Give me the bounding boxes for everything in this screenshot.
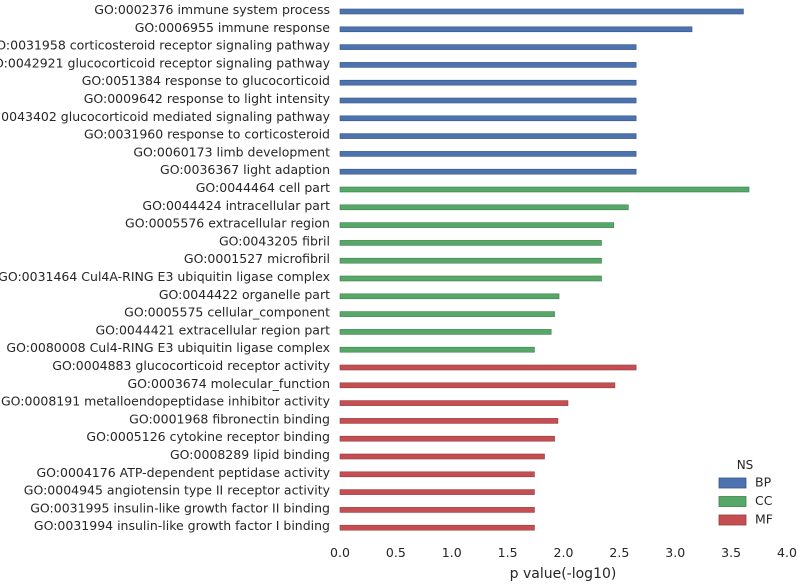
category-label: GO:0004176 ATP-dependent peptidase activ…: [36, 465, 330, 480]
category-label: GO:0008191 metalloendopeptidase inhibito…: [1, 394, 331, 409]
legend-label: CC: [755, 493, 773, 508]
category-label: GO:0031960 response to corticosteroid: [84, 127, 330, 142]
x-tick-label: 2.5: [609, 545, 629, 560]
legend-title: NS: [737, 458, 754, 472]
bar: [339, 346, 535, 353]
bar: [339, 204, 629, 211]
bar: [339, 471, 535, 478]
bar: [339, 400, 569, 406]
x-axis-label: p value(-log10): [510, 566, 617, 582]
bars-layer: [339, 8, 750, 531]
bar: [339, 435, 555, 442]
category-label: GO:0008289 lipid binding: [170, 447, 330, 462]
bar: [339, 44, 637, 50]
category-label: GO:0043205 fibril: [219, 233, 330, 248]
bar: [339, 97, 637, 104]
category-label: GO:0005575 cellular_component: [124, 305, 330, 320]
bar: [339, 240, 602, 246]
bar: [339, 382, 616, 389]
category-label: GO:0080008 Cul4-RING E3 ubiquitin ligase…: [6, 340, 330, 355]
category-label: GO:0036367 light adaption: [160, 162, 330, 177]
x-tick-label: 2.0: [554, 545, 574, 560]
category-label: GO:0003674 molecular_function: [127, 376, 330, 391]
bar: [339, 418, 559, 424]
bar: [339, 168, 637, 175]
bar: [339, 133, 637, 139]
category-label: GO:0004945 angiotensin type II receptor …: [24, 483, 331, 498]
category-label: GO:0031958 corticosteroid receptor signa…: [0, 38, 331, 53]
bar: [339, 507, 535, 513]
category-label: GO:0002376 immune system process: [94, 2, 330, 17]
bar: [339, 26, 693, 33]
category-label: GO:0044421 extracellular region part: [95, 322, 330, 337]
category-label: GO:0051384 response to glucocorticoid: [82, 73, 330, 88]
category-label: GO:0031994 insulin-like growth factor I …: [34, 518, 330, 533]
bar: [339, 524, 535, 531]
category-label: GO:0043402 glucocorticoid mediated signa…: [0, 109, 331, 124]
category-label: GO:0031995 insulin-like growth factor II…: [30, 500, 330, 515]
category-label: GO:0005576 extracellular region: [125, 216, 330, 231]
x-tick-label: 3.5: [721, 545, 741, 560]
bar: [339, 275, 602, 282]
legend: NS BP CC MF: [718, 458, 773, 527]
category-label: GO:0001527 microfibril: [184, 251, 330, 266]
legend-swatch: [718, 477, 747, 489]
category-label: GO:0004883 glucocorticoid receptor activ…: [52, 358, 330, 373]
legend-label: MF: [755, 512, 773, 527]
bar: [339, 186, 750, 193]
x-tick-label: 1.5: [498, 545, 518, 560]
category-label: GO:0031464 Cul4A-RING E3 ubiquitin ligas…: [0, 269, 330, 284]
category-label: GO:0044422 organelle part: [159, 287, 330, 302]
category-label: GO:0001968 fibronectin binding: [129, 411, 330, 426]
x-tick-label: 1.0: [442, 545, 462, 560]
category-labels: GO:0002376 immune system process GO:00069…: [0, 2, 331, 533]
bar: [339, 8, 744, 15]
legend-swatch: [718, 514, 747, 526]
category-label: GO:0044464 cell part: [196, 180, 330, 195]
bar: [339, 257, 602, 264]
x-tick-label: 3.0: [665, 545, 685, 560]
bar: [339, 311, 555, 317]
category-label: GO:0005126 cytokine receptor binding: [86, 429, 330, 444]
category-label: GO:0006955 immune response: [135, 20, 331, 35]
x-tick-label: 0.5: [386, 545, 406, 560]
bar: [339, 62, 637, 68]
x-axis: 0.0 0.5 1.0 1.5 2.0 2.5 3.0 3.5 4.0: [330, 545, 797, 560]
category-label: GO:0060173 limb development: [133, 144, 330, 159]
bar: [339, 489, 535, 495]
category-label: GO:0009642 response to light intensity: [84, 91, 331, 106]
bar: [339, 453, 545, 460]
bar: [339, 151, 637, 157]
bar: [339, 79, 637, 86]
legend-swatch: [718, 496, 747, 507]
bar: [339, 115, 637, 122]
bar: [339, 364, 637, 371]
category-label: GO:0042921 glucocorticoid receptor signa…: [0, 55, 331, 70]
x-tick-label: 0.0: [330, 545, 350, 560]
legend-label: BP: [755, 475, 772, 490]
category-label: GO:0044424 intracellular part: [142, 198, 330, 213]
x-tick-label: 4.0: [777, 545, 797, 560]
bar: [339, 329, 552, 335]
bar: [339, 293, 560, 300]
bar: [339, 222, 615, 228]
